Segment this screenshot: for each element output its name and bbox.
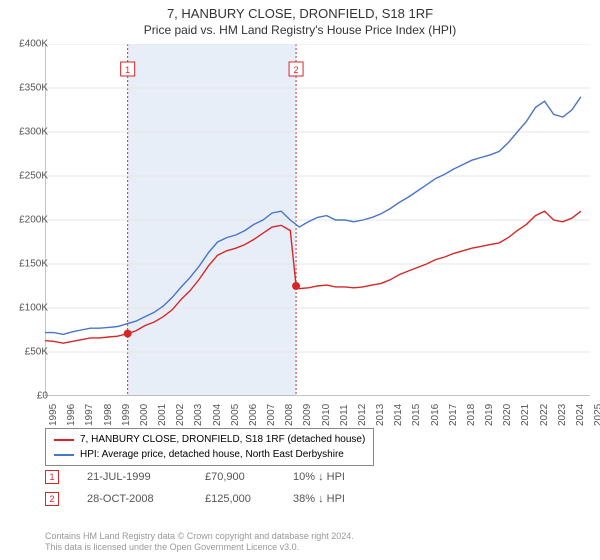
x-tick-label: 2000 [139, 404, 150, 426]
x-tick-label: 1999 [121, 404, 132, 426]
sales-table: 1 21-JUL-1999 £70,900 10% ↓ HPI 2 28-OCT… [45, 470, 403, 514]
x-tick-label: 2021 [520, 404, 531, 426]
y-tick-label: £150K [8, 259, 48, 270]
x-tick-label: 2015 [411, 404, 422, 426]
title-block: 7, HANBURY CLOSE, DRONFIELD, S18 1RF Pri… [0, 0, 600, 37]
footer-line: This data is licensed under the Open Gov… [45, 542, 354, 554]
x-tick-label: 2010 [321, 404, 332, 426]
y-tick-label: £350K [8, 83, 48, 94]
sale-row: 2 28-OCT-2008 £125,000 38% ↓ HPI [45, 492, 403, 506]
chart-title: 7, HANBURY CLOSE, DRONFIELD, S18 1RF [0, 6, 600, 21]
x-tick-label: 2002 [175, 404, 186, 426]
chart-svg: 12 [45, 44, 590, 396]
x-tick-label: 2001 [157, 404, 168, 426]
legend: 7, HANBURY CLOSE, DRONFIELD, S18 1RF (de… [45, 428, 374, 466]
x-tick-label: 2009 [302, 404, 313, 426]
x-tick-label: 1996 [66, 404, 77, 426]
x-tick-label: 2004 [212, 404, 223, 426]
x-tick-label: 2023 [557, 404, 568, 426]
legend-item-hpi: HPI: Average price, detached house, Nort… [54, 447, 365, 462]
x-tick-label: 2003 [193, 404, 204, 426]
x-tick-label: 2006 [248, 404, 259, 426]
x-tick-label: 2020 [502, 404, 513, 426]
sale-price: £125,000 [205, 493, 265, 505]
sale-marker-number: 2 [49, 494, 54, 504]
y-tick-label: £400K [8, 39, 48, 50]
sale-pct: 38% ↓ HPI [293, 493, 403, 505]
sale-marker-icon: 2 [45, 492, 59, 506]
y-tick-label: £50K [8, 347, 48, 358]
x-tick-label: 2014 [393, 404, 404, 426]
sale-date: 28-OCT-2008 [87, 493, 177, 505]
x-tick-label: 2019 [484, 404, 495, 426]
x-tick-label: 2016 [430, 404, 441, 426]
sale-marker-icon: 1 [45, 470, 59, 484]
svg-text:2: 2 [294, 65, 299, 75]
x-tick-label: 2024 [575, 404, 586, 426]
y-tick-label: £300K [8, 127, 48, 138]
x-tick-label: 2013 [375, 404, 386, 426]
sale-price: £70,900 [205, 471, 265, 483]
x-tick-label: 1997 [84, 404, 95, 426]
sale-pct: 10% ↓ HPI [293, 471, 403, 483]
x-tick-label: 2025 [593, 404, 600, 426]
y-tick-label: £0 [8, 391, 48, 402]
x-tick-label: 2012 [357, 404, 368, 426]
x-tick-label: 2018 [466, 404, 477, 426]
sale-row: 1 21-JUL-1999 £70,900 10% ↓ HPI [45, 470, 403, 484]
x-tick-label: 2007 [266, 404, 277, 426]
chart-container: 7, HANBURY CLOSE, DRONFIELD, S18 1RF Pri… [0, 0, 600, 560]
x-tick-label: 2008 [284, 404, 295, 426]
x-tick-label: 2005 [230, 404, 241, 426]
y-tick-label: £250K [8, 171, 48, 182]
sale-marker-number: 1 [49, 472, 54, 482]
y-tick-label: £200K [8, 215, 48, 226]
legend-label: 7, HANBURY CLOSE, DRONFIELD, S18 1RF (de… [80, 432, 365, 447]
x-tick-label: 1998 [103, 404, 114, 426]
x-tick-label: 1995 [48, 404, 59, 426]
legend-swatch [54, 439, 74, 441]
x-tick-label: 2022 [539, 404, 550, 426]
footer: Contains HM Land Registry data © Crown c… [45, 531, 354, 554]
x-tick-label: 2011 [339, 404, 350, 426]
legend-item-property: 7, HANBURY CLOSE, DRONFIELD, S18 1RF (de… [54, 432, 365, 447]
legend-swatch [54, 454, 74, 456]
y-tick-label: £100K [8, 303, 48, 314]
sale-date: 21-JUL-1999 [87, 471, 177, 483]
svg-text:1: 1 [125, 65, 130, 75]
chart-area: 12 [45, 44, 590, 396]
x-tick-label: 2017 [448, 404, 459, 426]
legend-label: HPI: Average price, detached house, Nort… [80, 447, 344, 462]
chart-subtitle: Price paid vs. HM Land Registry's House … [0, 23, 600, 37]
footer-line: Contains HM Land Registry data © Crown c… [45, 531, 354, 543]
